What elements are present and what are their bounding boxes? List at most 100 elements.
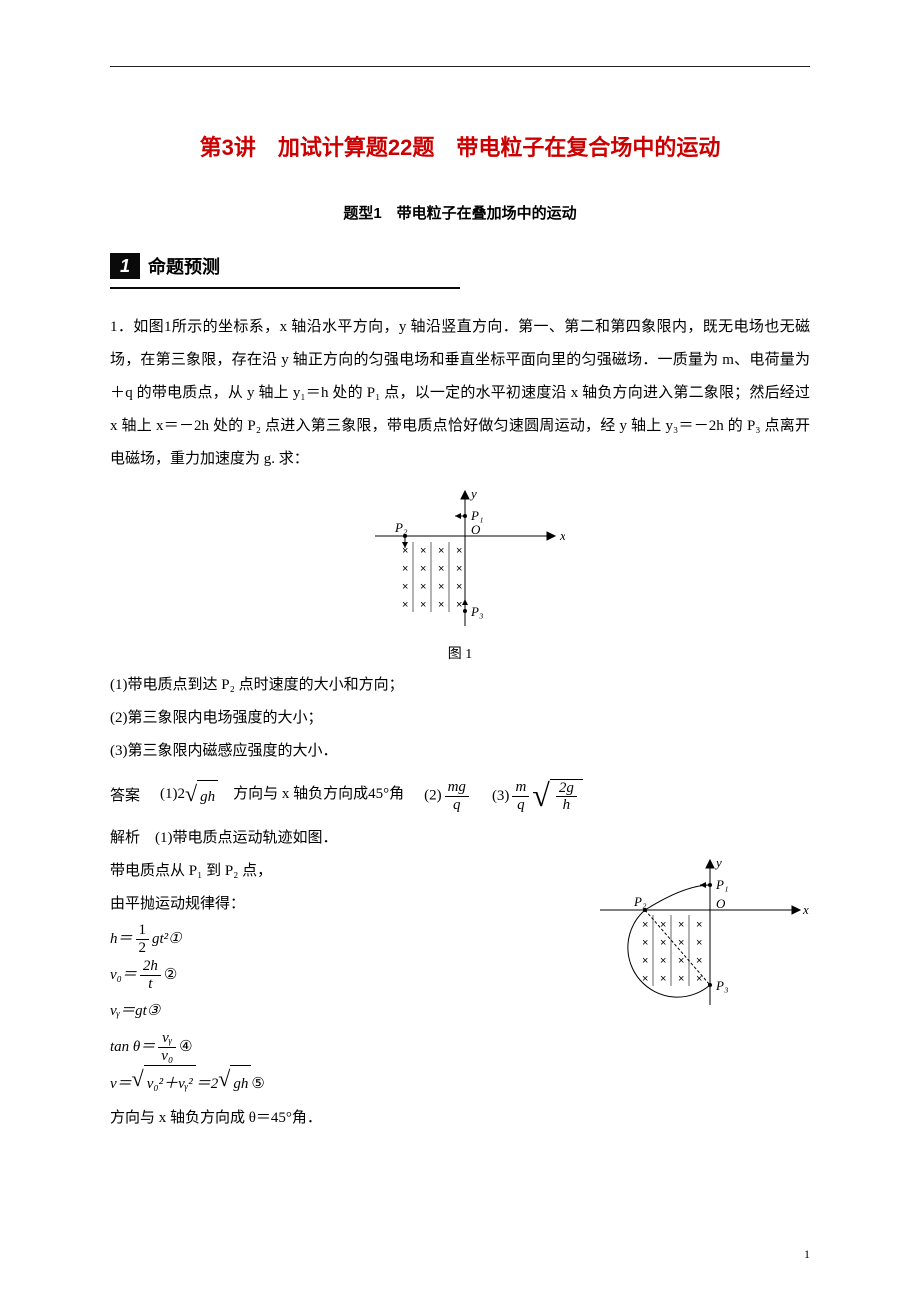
svg-text:×: × (678, 955, 684, 967)
answers-label: 答案 (110, 780, 140, 813)
eq4-num: vᵧ (158, 1030, 176, 1048)
svg-text:×: × (420, 581, 426, 593)
page-number: 1 (804, 1247, 810, 1262)
svg-text:×: × (420, 599, 426, 611)
svg-text:×: × (420, 545, 426, 557)
eq1-lhs: h＝ (110, 921, 133, 957)
fig2-field-markers: ×××× ×××× ×××× ×××× (642, 915, 702, 986)
top-rule (110, 66, 810, 67)
figure-1-svg: x y O P₁ P₂ P₃ ×××× ×××× ×××× ×××× (355, 486, 565, 636)
field-markers: ×××× ×××× ×××× ×××× (402, 542, 462, 612)
equation-4: tan θ＝vᵧv₀④ (110, 1029, 570, 1065)
section-label: 命题预测 (148, 253, 220, 279)
eq5-tag: ⑤ (251, 1066, 264, 1102)
problem-statement: 1．如图1所示的坐标系，x 轴沿水平方向，y 轴沿竖直方向．第一、第二和第四象限… (110, 311, 810, 476)
answer-3-inner-den: h (556, 797, 577, 814)
svg-text:×: × (402, 581, 408, 593)
svg-text:×: × (420, 563, 426, 575)
eq5-rad2: gh (230, 1065, 251, 1102)
fig2-p3-label: P₃ (715, 978, 728, 993)
section-underline (110, 287, 460, 289)
solution-label: 解析 (110, 830, 140, 846)
answer-1: (1)2√gh 方向与 x 轴负方向成45°角 (160, 778, 404, 814)
answer-3-outer-den: q (512, 797, 529, 814)
problem-body: 如图1所示的坐标系，x 轴沿水平方向，y 轴沿竖直方向．第一、第二和第四象限内，… (110, 319, 810, 467)
eq1-num: 1 (136, 922, 150, 940)
answer-3: (3)mq√2gh (492, 779, 583, 814)
subquestion-1: (1)带电质点到达 P₂ 点时速度的大小和方向； (110, 669, 810, 702)
equation-5: v＝√v₀²＋vᵧ²＝2√gh⑤ (110, 1065, 570, 1102)
eq2-num: 2h (140, 958, 161, 976)
svg-text:×: × (642, 955, 648, 967)
svg-text:×: × (660, 937, 666, 949)
svg-text:×: × (402, 599, 408, 611)
answer-2-den: q (445, 797, 469, 814)
svg-text:×: × (456, 563, 462, 575)
svg-text:×: × (660, 919, 666, 931)
equation-3: vᵧ＝gt③ (110, 993, 570, 1029)
answer-3-outer-num: m (512, 779, 529, 797)
solution-line-2: 由平抛运动规律得： (110, 888, 570, 921)
answer-3-prefix: (3) (492, 780, 510, 813)
svg-text:×: × (456, 599, 462, 611)
svg-text:×: × (678, 919, 684, 931)
lecture-title: 第3讲 加试计算题22题 带电粒子在复合场中的运动 (110, 130, 810, 162)
svg-text:×: × (678, 937, 684, 949)
equation-2: v₀＝2ht② (110, 957, 570, 993)
fig2-origin-label: O (716, 896, 726, 911)
svg-text:×: × (696, 973, 702, 985)
figure-2-svg: x y O P₁ P₂ P₃ × × × × × × × × × × × × (590, 855, 810, 1015)
answer-2: (2)mgq (424, 779, 472, 813)
svg-text:×: × (642, 919, 648, 931)
svg-text:×: × (438, 599, 444, 611)
problem-number: 1． (110, 319, 133, 335)
answer-3-inner-num: 2g (556, 780, 577, 798)
answer-1-suffix: 方向与 x 轴负方向成45°角 (218, 786, 404, 802)
p2-label: P₂ (394, 520, 408, 535)
eq5-lhs: v＝ (110, 1066, 132, 1102)
eq1-rhs: gt²① (152, 921, 182, 957)
fig2-p2-label: P₂ (633, 894, 647, 909)
svg-text:×: × (456, 581, 462, 593)
figure-1-caption: 图 1 (110, 643, 810, 663)
svg-text:×: × (642, 973, 648, 985)
p1-label: P₁ (470, 508, 483, 523)
fig2-p1-label: P₁ (715, 877, 728, 892)
figure-2: x y O P₁ P₂ P₃ × × × × × × × × × × × × (590, 855, 810, 1020)
svg-text:×: × (438, 563, 444, 575)
answer-2-num: mg (445, 779, 469, 797)
subquestion-3: (3)第三象限内磁感应强度的大小． (110, 735, 810, 768)
eq4-lhs: tan θ＝ (110, 1029, 155, 1065)
eq5-mid: ＝2 (196, 1066, 219, 1102)
fig2-y-label: y (714, 855, 722, 870)
equation-1: h＝12gt²① (110, 921, 570, 957)
solution-final: 方向与 x 轴负方向成 θ＝45°角． (110, 1102, 570, 1135)
subquestion-2: (2)第三象限内电场强度的大小； (110, 702, 810, 735)
axis-x-label: x (559, 528, 565, 543)
svg-text:×: × (438, 545, 444, 557)
eq2-den: t (140, 976, 161, 993)
svg-text:×: × (660, 955, 666, 967)
eq5-rad1: v₀²＋vᵧ² (144, 1065, 196, 1102)
p3-label: P₃ (470, 604, 483, 619)
svg-text:×: × (402, 545, 408, 557)
svg-text:×: × (696, 919, 702, 931)
eq2-lhs: v₀＝ (110, 957, 137, 993)
svg-text:×: × (660, 973, 666, 985)
svg-text:×: × (696, 937, 702, 949)
answer-1-radicand: gh (197, 780, 218, 814)
eq4-den: v₀ (158, 1048, 176, 1065)
answer-2-prefix: (2) (424, 787, 442, 803)
solution-intro-text: (1)带电质点运动轨迹如图． (155, 830, 338, 846)
eq4-tag: ④ (179, 1029, 192, 1065)
solution-line-1: 带电质点从 P₁ 到 P₂ 点， (110, 855, 570, 888)
eq1-den: 2 (136, 940, 150, 957)
svg-text:×: × (696, 955, 702, 967)
solution-intro: 解析 (1)带电质点运动轨迹如图． (110, 822, 810, 855)
section-number: 1 (110, 253, 140, 279)
svg-text:×: × (456, 545, 462, 557)
section-header: 1 命题预测 (110, 253, 810, 279)
fig2-x-label: x (802, 902, 809, 917)
axis-y-label: y (469, 486, 477, 501)
answer-1-prefix: (1)2 (160, 786, 185, 802)
